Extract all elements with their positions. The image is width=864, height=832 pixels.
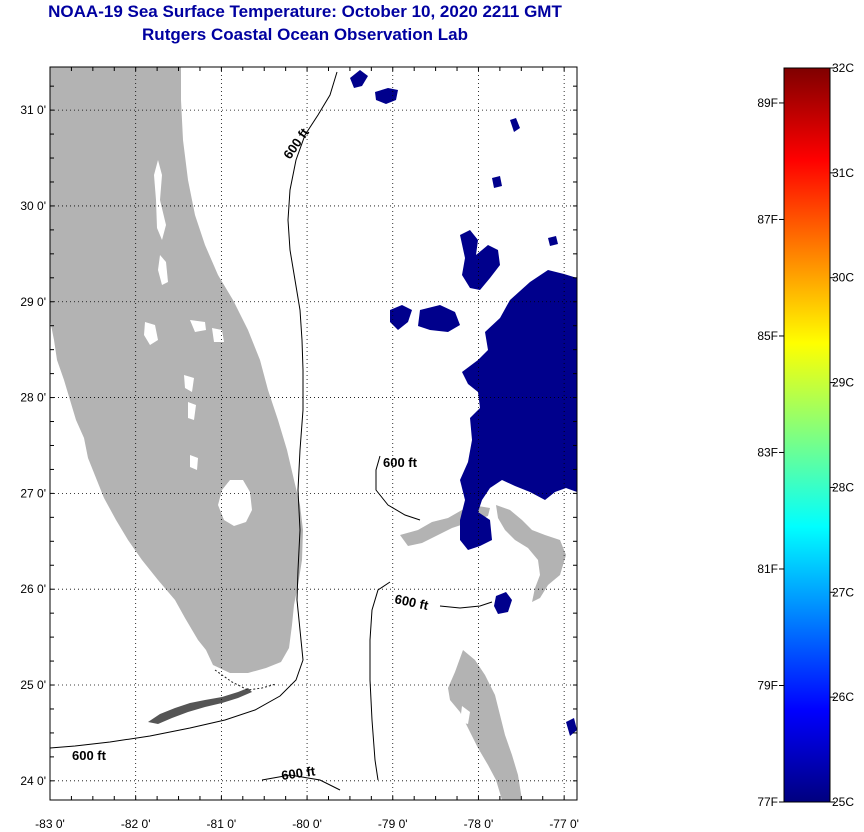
lon-tick-label: -77 0' [549, 817, 579, 831]
sst-map: 600 ft 600 ft 600 ft 600 ft 600 ft -83 0… [20, 66, 579, 831]
celsius-label: 30C [832, 271, 854, 285]
celsius-label: 25C [832, 795, 854, 809]
isobath-600ft-bottom [261, 774, 341, 791]
fahrenheit-label: 81F [757, 562, 778, 576]
contour-label-bahamas: 600 ft [383, 455, 418, 470]
map-title: NOAA-19 Sea Surface Temperature: October… [48, 2, 562, 21]
isobath-600ft-east [439, 601, 493, 609]
lat-tick-label: 25 0' [20, 678, 46, 692]
lon-tick-label: -82 0' [121, 817, 151, 831]
fahrenheit-label: 89F [757, 96, 778, 110]
lat-tick-label: 29 0' [20, 295, 46, 309]
sst-patch-center [390, 230, 500, 332]
isobath-600ft-bahamas [375, 455, 421, 521]
axis-ticks: -83 0' -82 0' -81 0' -80 0' -79 0' -78 0' -77 … [20, 67, 579, 831]
sst-patch-south [494, 592, 577, 736]
contour-label-bottom: 600 ft [280, 763, 316, 783]
fahrenheit-label: 85F [757, 329, 778, 343]
celsius-label: 26C [832, 690, 854, 704]
abaco-island [496, 505, 566, 602]
lat-tick-label: 31 0' [20, 103, 46, 117]
contour-label-south: 600 ft [393, 591, 430, 613]
colorbar-labels: 32C 31C 30C 29C 28C 27C 26C 25C 89F 87F 85F 83F 81F 7… [757, 61, 854, 809]
colorbar-gradient [783, 67, 831, 803]
lat-tick-label: 27 0' [20, 486, 46, 500]
celsius-label: 28C [832, 480, 854, 494]
lon-tick-label: -78 0' [464, 817, 494, 831]
lon-tick-label: -81 0' [207, 817, 237, 831]
temperature-colorbar: 32C 31C 30C 29C 28C 27C 26C 25C 89F 87F 85F 83F 81F 7… [757, 61, 854, 809]
fahrenheit-label: 77F [757, 795, 778, 809]
fahrenheit-label: 83F [757, 445, 778, 459]
celsius-label: 29C [832, 376, 854, 390]
contour-label-west: 600 ft [72, 748, 107, 763]
sst-patch-east [460, 270, 577, 550]
lat-tick-label: 30 0' [20, 199, 46, 213]
map-subtitle: Rutgers Coastal Ocean Observation Lab [142, 25, 468, 44]
lake-okeechobee [218, 480, 252, 526]
keys-islets [214, 669, 277, 691]
florida-keys [148, 688, 252, 724]
lat-tick-label: 26 0' [20, 582, 46, 596]
map-frame [49, 66, 578, 801]
fahrenheit-label: 79F [757, 678, 778, 692]
lon-tick-label: -83 0' [35, 817, 65, 831]
celsius-label: 27C [832, 585, 854, 599]
fahrenheit-label: 87F [757, 212, 778, 226]
celsius-label: 32C [832, 61, 854, 75]
andros-lakes [460, 706, 470, 724]
isobath-600ft-florida [49, 71, 338, 749]
andros-island [448, 650, 522, 800]
celsius-label: 31C [832, 166, 854, 180]
lon-tick-label: -80 0' [292, 817, 322, 831]
lon-tick-label: -79 0' [378, 817, 408, 831]
isobath-600ft-south [369, 581, 391, 781]
lat-tick-label: 28 0' [20, 391, 46, 405]
lat-tick-label: 24 0' [20, 774, 46, 788]
